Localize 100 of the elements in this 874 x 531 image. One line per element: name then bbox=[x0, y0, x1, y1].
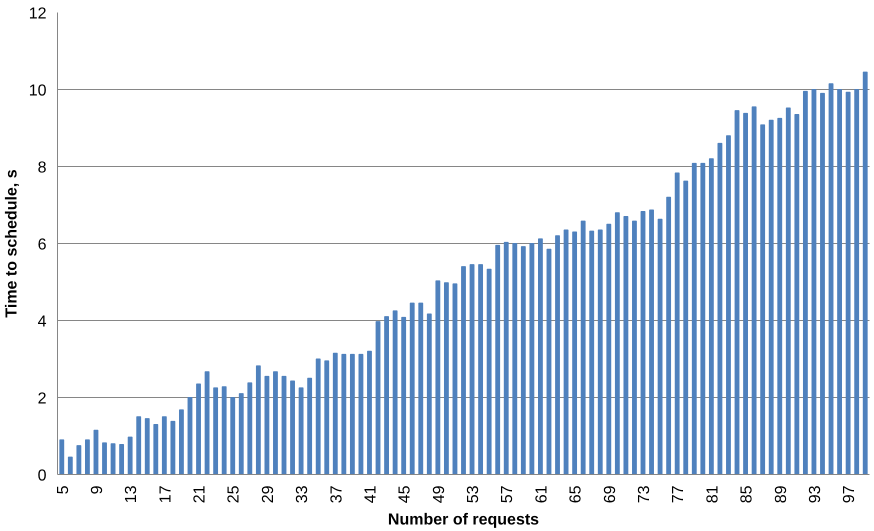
bar bbox=[828, 83, 834, 474]
bar bbox=[264, 376, 270, 474]
bar bbox=[708, 158, 714, 474]
bar bbox=[461, 266, 466, 474]
bar bbox=[196, 384, 201, 474]
bar bbox=[692, 162, 697, 474]
bar bbox=[589, 230, 594, 474]
y-tick-label: 2 bbox=[38, 390, 47, 408]
x-tick-label: 49 bbox=[430, 485, 448, 504]
bar bbox=[128, 436, 133, 474]
bar bbox=[136, 416, 142, 474]
bar bbox=[76, 445, 82, 474]
bar bbox=[794, 114, 800, 474]
bar bbox=[316, 358, 321, 474]
bar bbox=[350, 354, 355, 474]
bar bbox=[572, 231, 578, 474]
bar bbox=[376, 321, 380, 474]
x-tick-label: 25 bbox=[226, 485, 243, 504]
bar bbox=[444, 282, 449, 474]
bar bbox=[486, 268, 492, 474]
x-tick-label: 89 bbox=[772, 485, 790, 504]
bar bbox=[401, 316, 406, 474]
x-tick-label: 97 bbox=[841, 485, 858, 504]
y-axis-title: Time to schedule, s bbox=[4, 169, 21, 318]
bar bbox=[512, 243, 518, 474]
x-tick-label: 45 bbox=[396, 485, 414, 504]
bar bbox=[546, 248, 552, 474]
bar bbox=[307, 378, 312, 474]
bar bbox=[273, 371, 278, 474]
bar bbox=[666, 196, 672, 474]
x-tick-label: 57 bbox=[499, 485, 516, 504]
bar bbox=[623, 216, 628, 474]
bar bbox=[752, 106, 757, 474]
x-tick-label: 5 bbox=[54, 485, 72, 494]
bar bbox=[230, 397, 236, 474]
bar bbox=[614, 212, 620, 474]
bar bbox=[298, 387, 304, 474]
bar bbox=[837, 89, 842, 474]
bar bbox=[392, 310, 398, 474]
x-tick-label: 53 bbox=[465, 485, 482, 504]
bar bbox=[862, 72, 868, 474]
bar bbox=[529, 243, 534, 474]
x-tick-label: 93 bbox=[806, 485, 824, 504]
bar bbox=[606, 224, 612, 474]
bar bbox=[59, 439, 64, 474]
bar bbox=[478, 264, 484, 474]
bar bbox=[812, 89, 816, 474]
bar bbox=[846, 92, 851, 474]
x-axis-title: Number of requests bbox=[388, 511, 540, 528]
x-tick-label: 21 bbox=[192, 485, 209, 504]
bar bbox=[238, 393, 244, 474]
bar bbox=[119, 444, 124, 474]
bar bbox=[384, 316, 389, 474]
bar bbox=[290, 380, 295, 474]
bar bbox=[102, 442, 107, 474]
bar bbox=[520, 246, 526, 474]
bar bbox=[580, 220, 586, 474]
y-tick-label: 6 bbox=[38, 236, 47, 254]
x-tick-label: 69 bbox=[602, 485, 619, 504]
bar bbox=[324, 360, 330, 474]
bar bbox=[683, 180, 688, 474]
x-tick-label: 13 bbox=[123, 485, 140, 504]
x-tick-label: 29 bbox=[260, 485, 277, 504]
x-tick-label: 77 bbox=[670, 485, 688, 504]
bar bbox=[658, 218, 663, 474]
bar bbox=[555, 235, 560, 474]
bar bbox=[786, 107, 791, 474]
bar bbox=[564, 230, 568, 474]
bar bbox=[760, 124, 766, 474]
bar bbox=[418, 302, 424, 474]
bar bbox=[68, 456, 73, 474]
bar bbox=[410, 302, 415, 474]
bar bbox=[162, 416, 167, 474]
x-tick-label: 81 bbox=[704, 485, 722, 504]
y-tick-label: 8 bbox=[38, 160, 47, 176]
bar bbox=[777, 118, 782, 474]
bar bbox=[332, 352, 338, 474]
y-tick-label: 12 bbox=[28, 6, 47, 22]
x-tick-label: 61 bbox=[533, 485, 550, 504]
bar bbox=[282, 376, 286, 474]
bar bbox=[452, 283, 458, 474]
bar bbox=[204, 371, 210, 474]
bar bbox=[470, 264, 474, 474]
bar bbox=[435, 280, 440, 474]
bar bbox=[222, 386, 227, 474]
x-tick-label: 73 bbox=[636, 485, 653, 504]
bar bbox=[341, 354, 346, 474]
bar bbox=[726, 135, 731, 474]
y-tick-label: 0 bbox=[38, 468, 47, 484]
bar bbox=[367, 350, 372, 474]
y-tick-label: 4 bbox=[38, 314, 47, 330]
x-tick-label: 9 bbox=[88, 485, 106, 494]
x-tick-label: 85 bbox=[738, 485, 756, 504]
x-tick-label: 65 bbox=[568, 485, 585, 504]
bar bbox=[179, 409, 184, 474]
bar bbox=[734, 110, 740, 474]
bar bbox=[256, 365, 261, 474]
y-tick-label: 10 bbox=[28, 82, 47, 100]
bar bbox=[504, 242, 509, 474]
bar bbox=[854, 89, 860, 474]
